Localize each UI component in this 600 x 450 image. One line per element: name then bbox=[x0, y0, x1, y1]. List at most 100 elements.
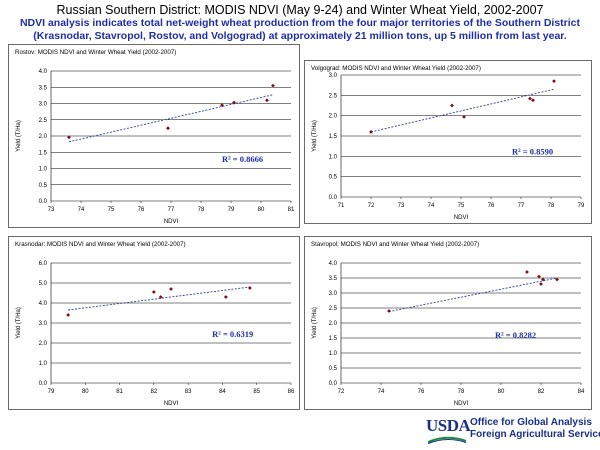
krasnodar-y-axis-label: Yield (T/Ha) bbox=[16, 307, 22, 339]
volgograd-data-point bbox=[531, 98, 535, 103]
volgograd-y-tick-label: 1.0 bbox=[329, 154, 338, 160]
volgograd-x-tick-label: 73 bbox=[398, 203, 405, 209]
krasnodar-trendline bbox=[68, 286, 250, 311]
rostov-data-point bbox=[166, 126, 170, 131]
agency-line-1: Office for Global Analysis bbox=[470, 417, 592, 428]
volgograd-x-tick-label: 75 bbox=[458, 203, 465, 209]
subtitle-line-2: (Krasnodar, Stavropol, Rostov, and Volgo… bbox=[33, 30, 567, 42]
stavropol-y-tick-label: 4.0 bbox=[329, 261, 338, 267]
rostov-x-tick-label: 77 bbox=[168, 207, 175, 213]
volgograd-data-point bbox=[369, 130, 373, 134]
stavropol-y-axis-label: Yield (T/Ha) bbox=[312, 307, 318, 339]
rostov-r-squared: R² = 0.8666 bbox=[222, 154, 263, 164]
rostov-y-tick-label: 1.5 bbox=[39, 150, 48, 156]
krasnodar-y-tick-label: 1.0 bbox=[39, 361, 48, 367]
krasnodar-y-tick-label: 4.0 bbox=[39, 301, 48, 307]
stavropol-y-tick-label: 3.5 bbox=[329, 276, 338, 282]
volgograd-data-point bbox=[552, 79, 556, 83]
rostov-y-axis-label: Yield (T/Ha) bbox=[16, 120, 22, 152]
volgograd-chart-title: Volgograd: MODIS NDVI and Winter Wheat Y… bbox=[311, 65, 481, 72]
stavropol-chart-title: Stavropol: MODIS NDVI and Winter Wheat Y… bbox=[311, 241, 479, 248]
krasnodar-x-tick-label: 85 bbox=[253, 389, 260, 395]
krasnodar-x-tick-label: 81 bbox=[116, 389, 123, 395]
volgograd-data-point bbox=[528, 96, 532, 101]
krasnodar-data-point bbox=[223, 295, 228, 299]
krasnodar-r-squared: R² = 0.6319 bbox=[212, 329, 253, 339]
krasnodar-y-tick-label: 6.0 bbox=[39, 261, 48, 267]
volgograd-y-tick-label: 2.0 bbox=[329, 114, 338, 120]
volgograd-data-point bbox=[450, 103, 454, 108]
rostov-y-tick-label: 0.0 bbox=[39, 199, 48, 205]
volgograd-r-squared: R² = 0.8590 bbox=[512, 146, 553, 156]
stavropol-y-tick-label: 2.5 bbox=[329, 306, 338, 312]
stavropol-x-tick-label: 80 bbox=[498, 389, 505, 395]
volgograd-x-tick-label: 72 bbox=[368, 203, 375, 209]
rostov-y-tick-label: 3.0 bbox=[39, 102, 48, 108]
agency-name: Office for Global Analysis Foreign Agric… bbox=[470, 417, 600, 441]
rostov-x-tick-label: 80 bbox=[258, 207, 265, 213]
volgograd-x-tick-label: 79 bbox=[578, 203, 585, 209]
stavropol-x-axis-label: NDVI bbox=[454, 401, 469, 407]
stavropol-y-tick-label: 0.0 bbox=[329, 381, 338, 387]
krasnodar-x-axis-label: NDVI bbox=[164, 401, 179, 407]
volgograd-x-axis-label: NDVI bbox=[454, 215, 469, 221]
krasnodar-y-tick-label: 0.0 bbox=[39, 381, 48, 387]
krasnodar-data-point bbox=[66, 313, 71, 317]
volgograd-x-tick-label: 77 bbox=[518, 203, 525, 209]
stavropol-y-tick-label: 3.0 bbox=[329, 291, 338, 297]
rostov-y-tick-label: 1.0 bbox=[39, 167, 48, 173]
krasnodar-x-tick-label: 82 bbox=[151, 389, 158, 395]
krasnodar-x-tick-label: 86 bbox=[288, 389, 295, 395]
volgograd-y-axis-label: Yield (T/Ha) bbox=[312, 120, 318, 152]
stavropol-data-point bbox=[525, 270, 529, 274]
stavropol-x-tick-label: 76 bbox=[418, 389, 425, 395]
rostov-data-point bbox=[271, 83, 275, 88]
volgograd-y-tick-label: 0.0 bbox=[329, 195, 338, 201]
krasnodar-x-tick-label: 80 bbox=[82, 389, 89, 395]
krasnodar-x-tick-label: 83 bbox=[185, 389, 192, 395]
stavropol-trendline bbox=[388, 277, 558, 313]
krasnodar-x-tick-label: 84 bbox=[219, 389, 226, 395]
stavropol-x-tick-label: 72 bbox=[338, 389, 345, 395]
rostov-x-axis-label: NDVI bbox=[164, 219, 179, 225]
rostov-y-tick-label: 2.0 bbox=[39, 134, 48, 140]
volgograd-y-tick-label: 0.5 bbox=[329, 175, 338, 181]
usda-footer: USDA Office for Global Analysis Foreign … bbox=[426, 416, 600, 448]
usda-logo: USDA bbox=[426, 416, 471, 435]
agency-line-2: Foreign Agricultural Service bbox=[470, 429, 600, 440]
rostov-y-tick-label: 3.5 bbox=[39, 85, 48, 91]
subtitle-line-1: NDVI analysis indicates total net-weight… bbox=[19, 17, 581, 29]
stavropol-x-tick-label: 84 bbox=[578, 389, 585, 395]
rostov-chart-panel: Rostov: MODIS NDVI and Winter Wheat Yiel… bbox=[8, 44, 300, 228]
volgograd-y-tick-label: 2.5 bbox=[329, 93, 338, 99]
stavropol-x-tick-label: 82 bbox=[538, 389, 545, 395]
stavropol-data-point bbox=[541, 277, 545, 282]
krasnodar-y-tick-label: 5.0 bbox=[39, 281, 48, 287]
rostov-data-point bbox=[67, 135, 71, 140]
rostov-y-tick-label: 4.0 bbox=[39, 69, 48, 75]
rostov-y-tick-label: 2.5 bbox=[39, 118, 48, 124]
volgograd-chart-panel: Volgograd: MODIS NDVI and Winter Wheat Y… bbox=[304, 60, 592, 224]
krasnodar-x-tick-label: 79 bbox=[48, 389, 55, 395]
krasnodar-chart-title: Krasnodar: MODIS NDVI and Winter Wheat Y… bbox=[15, 241, 186, 248]
volgograd-x-tick-label: 74 bbox=[428, 203, 435, 209]
stavropol-r-squared: R² = 0.8282 bbox=[495, 330, 536, 340]
stavropol-data-point bbox=[387, 309, 391, 313]
volgograd-x-tick-label: 71 bbox=[338, 203, 345, 209]
rostov-x-tick-label: 76 bbox=[138, 207, 145, 213]
rostov-data-point bbox=[265, 98, 269, 103]
rostov-x-tick-label: 79 bbox=[228, 207, 235, 213]
page-subtitle: NDVI analysis indicates total net-weight… bbox=[0, 17, 600, 43]
stavropol-data-point bbox=[539, 282, 543, 286]
volgograd-x-tick-label: 78 bbox=[548, 203, 555, 209]
stavropol-y-tick-label: 1.5 bbox=[329, 336, 338, 342]
page-title: Russian Southern District: MODIS NDVI (M… bbox=[56, 3, 544, 17]
krasnodar-y-tick-label: 2.0 bbox=[39, 341, 48, 347]
krasnodar-data-point bbox=[151, 290, 156, 294]
volgograd-trendline bbox=[370, 88, 555, 133]
krasnodar-y-tick-label: 3.0 bbox=[39, 321, 48, 327]
stavropol-data-point bbox=[555, 277, 559, 282]
stavropol-y-tick-label: 2.0 bbox=[329, 321, 338, 327]
rostov-chart: Rostov: MODIS NDVI and Winter Wheat Yiel… bbox=[15, 49, 295, 225]
volgograd-y-tick-label: 3.0 bbox=[329, 73, 338, 79]
